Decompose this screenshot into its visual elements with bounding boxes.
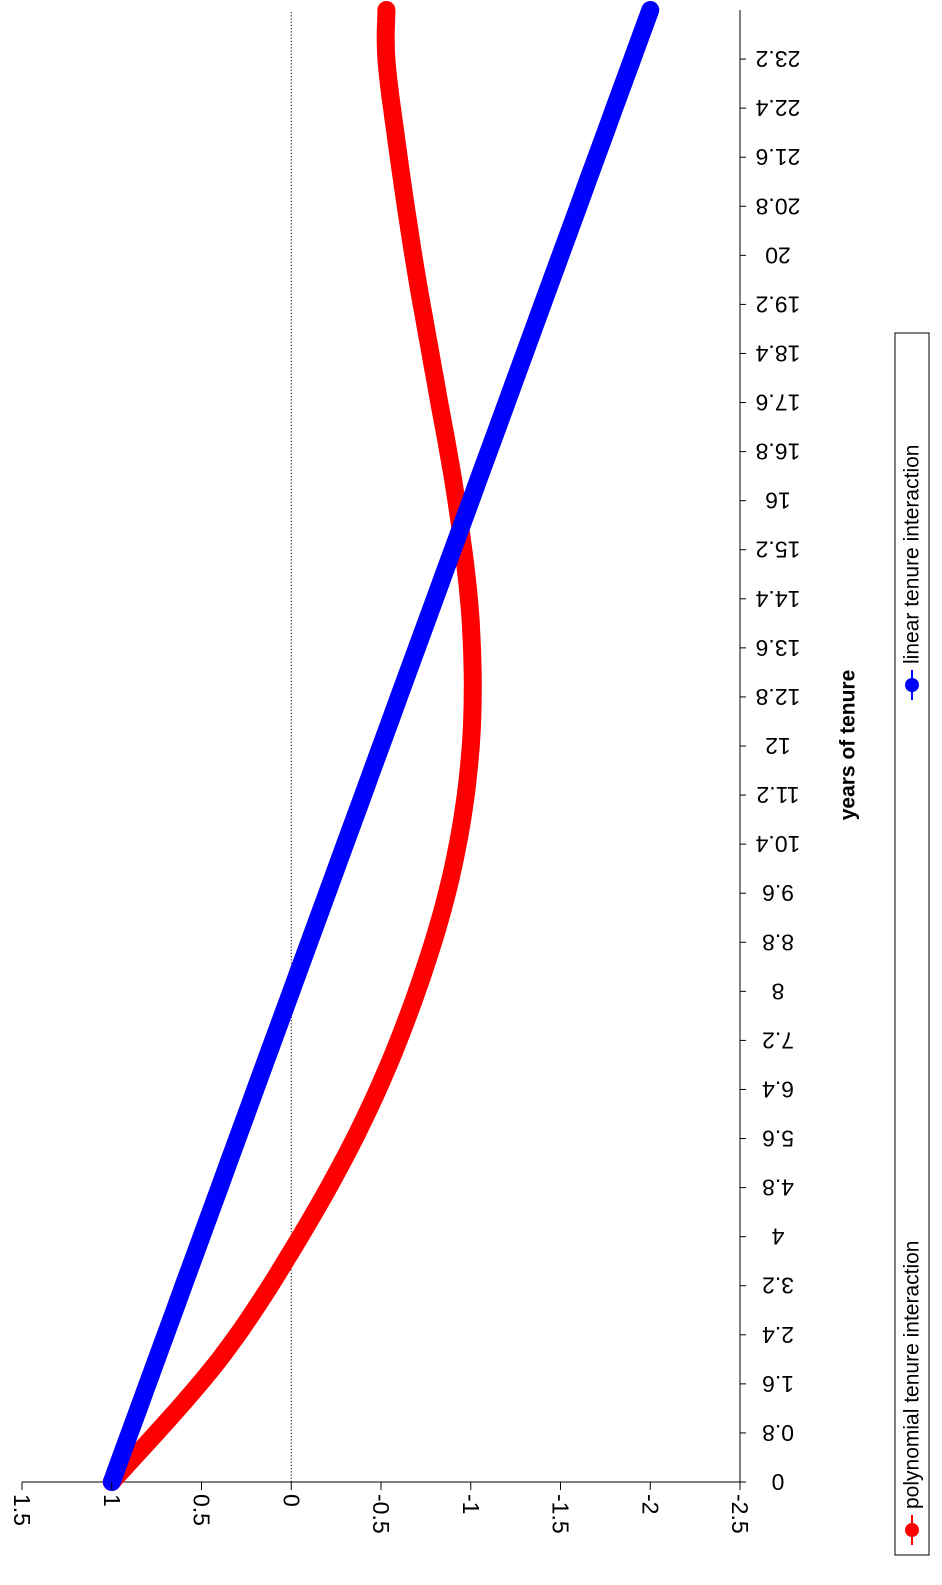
legend-label-linear: linear tenure interaction [901, 445, 924, 664]
value-tick-label: 0 [278, 1494, 304, 1507]
category-tick-label: 18.4 [755, 340, 800, 366]
category-tick-label: 9.6 [762, 880, 794, 906]
category-tick-label: 11.2 [756, 782, 799, 808]
category-tick-label: 15.2 [756, 537, 801, 563]
axis-ticks: 1.5 1 0.5 0 -0.5 -1 -1.5 -2 -2.5 0 0.8 1.6 2.4 3.2 4 4.… [9, 46, 860, 1534]
category-tick-label: 4.8 [762, 1175, 794, 1201]
legend-label-polynomial: polynomial tenure interaction [901, 1241, 924, 1510]
value-tick-label: -1 [458, 1494, 484, 1514]
series-line-linear [102, 1, 660, 1491]
series-line-polynomial [102, 1, 482, 1491]
category-tick-label: 20 [765, 242, 791, 268]
legend: polynomial tenure interaction linear tenu… [894, 332, 930, 1556]
category-tick-label: 14.4 [755, 586, 800, 612]
category-tick-label: 7.2 [762, 1027, 794, 1053]
category-tick-label: 20.8 [756, 193, 801, 219]
category-tick-label: 23.2 [756, 46, 801, 72]
category-tick-label: 4 [771, 1224, 784, 1250]
category-tick-label: 17.6 [756, 390, 801, 416]
value-tick-label: 1.5 [9, 1494, 35, 1526]
category-tick-label: 16.8 [756, 439, 801, 465]
plot-area [22, 1, 741, 1491]
category-tick-label: 21.6 [756, 144, 801, 170]
category-tick-label: 12 [765, 733, 791, 759]
category-tick-label: 22.4 [755, 95, 800, 121]
category-tick-label: 5.6 [762, 1126, 794, 1152]
category-tick-label: 0 [772, 1469, 785, 1495]
value-tick-label: 1 [99, 1494, 125, 1507]
value-tick-label: 0.5 [189, 1494, 215, 1526]
category-tick-label: 2.4 [762, 1322, 794, 1348]
value-tick-label: -1.5 [548, 1494, 574, 1534]
legend-swatch-marker-polynomial [905, 1523, 919, 1537]
category-tick-label: 1.6 [762, 1371, 794, 1397]
category-tick-label: 3.2 [762, 1273, 794, 1299]
legend-swatch-marker-linear [905, 678, 919, 692]
category-tick-label: 10.4 [755, 831, 800, 857]
value-tick-label: -2 [637, 1494, 663, 1514]
category-tick-label: 13.6 [756, 635, 801, 661]
category-tick-label: 0.8 [762, 1420, 794, 1446]
category-tick-label: 16 [765, 488, 791, 514]
category-tick-label: 6.4 [762, 1076, 794, 1102]
legend-box [894, 332, 930, 1556]
category-tick-label: 8 [772, 978, 785, 1004]
value-tick-label: -2.5 [727, 1494, 753, 1534]
category-tick-label: 19.2 [756, 291, 801, 317]
x-axis-title: years of tenure [837, 670, 860, 821]
value-tick-label: -0.5 [368, 1494, 394, 1534]
category-tick-label: 8.8 [762, 929, 794, 955]
category-tick-label: 12.8 [756, 684, 801, 710]
